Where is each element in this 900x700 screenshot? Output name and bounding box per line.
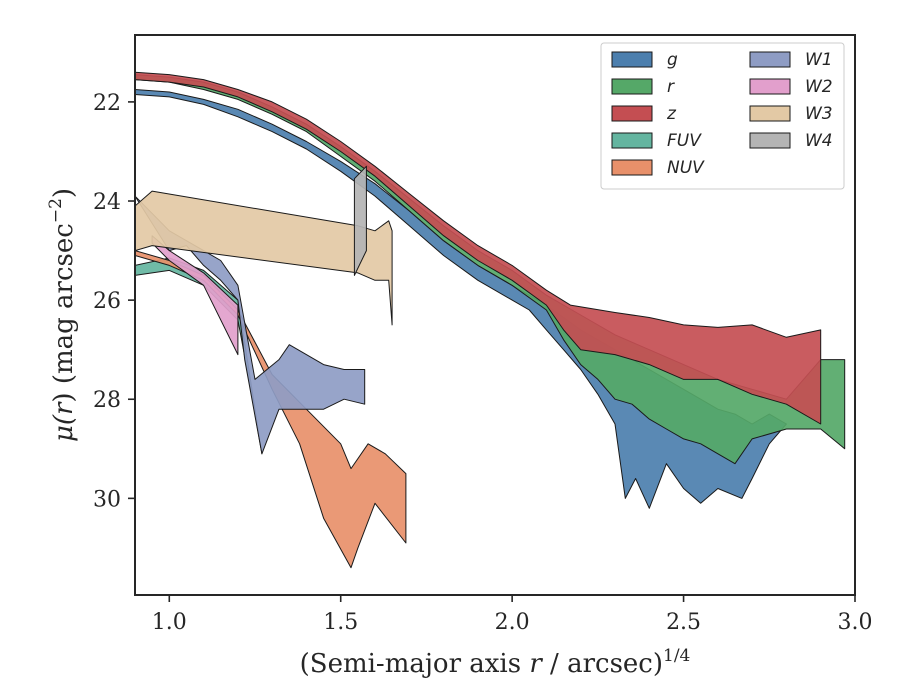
legend-swatch-g <box>611 51 653 68</box>
legend-label-g: g <box>667 50 678 70</box>
band-z <box>135 71 822 425</box>
series-bands <box>135 71 846 569</box>
x-axis-label: (Semi-major axis r / arcsec)1/4 <box>300 646 691 679</box>
legend-label-w2: W2 <box>805 77 833 97</box>
y-tick-label: 24 <box>93 190 121 215</box>
y-tick-label: 30 <box>93 487 121 512</box>
legend-label-fuv: FUV <box>667 131 702 151</box>
legend-label-r: r <box>667 77 675 97</box>
y-tick-label: 28 <box>93 388 121 413</box>
legend-swatch-z <box>611 105 653 122</box>
y-axis: 22 24 26 28 30 <box>93 91 135 512</box>
legend-swatch-w1 <box>749 51 791 68</box>
legend-label-z: z <box>666 104 677 124</box>
legend-label-w4: W4 <box>805 131 833 151</box>
legend: grz FUV NUV W1 W2 W3 W4 <box>600 42 845 190</box>
band-w2 <box>151 235 239 356</box>
x-tick-label: 1.0 <box>152 610 187 635</box>
legend-swatch-w3 <box>749 105 791 122</box>
legend-swatch-w2 <box>749 78 791 95</box>
y-tick-label: 22 <box>93 91 121 116</box>
legend-swatch-nuv <box>611 159 653 176</box>
y-axis-label: μ(r) (mag arcsec−2) <box>46 188 79 442</box>
x-tick-label: 1.5 <box>323 610 358 635</box>
legend-label-w1: W1 <box>805 50 833 70</box>
y-tick-label: 26 <box>93 289 121 314</box>
x-tick-label: 2.5 <box>666 610 701 635</box>
x-tick-label: 2.0 <box>495 610 530 635</box>
legend-swatch-r <box>611 78 653 95</box>
legend-swatch-w4 <box>749 132 791 149</box>
legend-swatch-fuv <box>611 132 653 149</box>
x-tick-label: 3.0 <box>838 610 873 635</box>
band-w4 <box>353 165 367 276</box>
legend-label-nuv: NUV <box>667 158 705 178</box>
plot-frame <box>134 34 856 596</box>
band-w1 <box>135 195 366 455</box>
x-axis: 1.0 1.5 2.0 2.5 3.0 <box>152 595 873 635</box>
legend-label-w3: W3 <box>805 104 833 124</box>
